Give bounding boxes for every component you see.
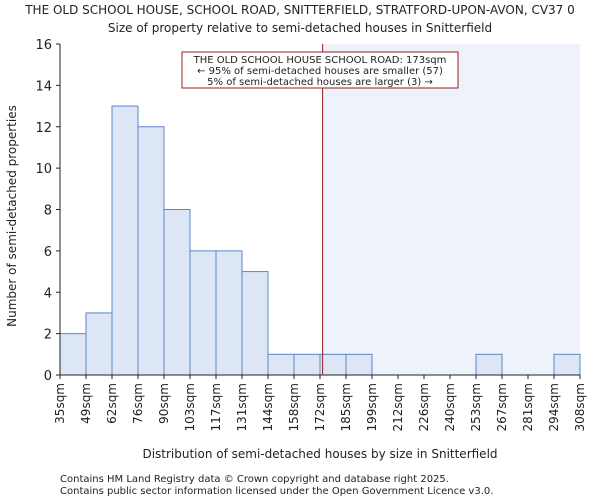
histogram-bar xyxy=(345,353,373,376)
footer-line-1: Contains HM Land Registry data © Crown c… xyxy=(60,474,449,485)
histogram-bar xyxy=(241,271,269,376)
x-tick-label: 226sqm xyxy=(417,383,431,431)
x-tick-label: 253sqm xyxy=(469,383,483,431)
histogram-bar xyxy=(319,353,347,376)
y-tick-label: 8 xyxy=(44,204,52,219)
x-tick-label: 308sqm xyxy=(573,383,587,431)
histogram-bar xyxy=(215,250,243,376)
y-axis-label: Number of semi-detached properties xyxy=(5,105,19,327)
histogram-bar xyxy=(59,333,87,376)
histogram-bar xyxy=(111,105,139,376)
histogram-bar xyxy=(85,312,113,376)
histogram-bar xyxy=(267,353,295,376)
y-tick-label: 16 xyxy=(35,38,52,53)
x-tick-label: 185sqm xyxy=(339,383,353,431)
chart-title: THE OLD SCHOOL HOUSE, SCHOOL ROAD, SNITT… xyxy=(24,3,575,17)
x-tick-label: 212sqm xyxy=(391,383,405,431)
x-axis-label: Distribution of semi-detached houses by … xyxy=(142,447,497,461)
x-tick-label: 35sqm xyxy=(53,383,67,424)
x-tick-label: 144sqm xyxy=(261,383,275,431)
chart-subtitle: Size of property relative to semi-detach… xyxy=(108,21,492,35)
histogram-bar xyxy=(137,126,165,376)
x-tick-label: 158sqm xyxy=(287,383,301,431)
y-tick-label: 4 xyxy=(44,286,52,301)
y-tick-label: 2 xyxy=(44,328,52,343)
annotation-line-3: 5% of semi-detached houses are larger (3… xyxy=(207,77,433,88)
histogram-bar xyxy=(553,353,581,376)
annotation-line-2: ← 95% of semi-detached houses are smalle… xyxy=(197,66,443,77)
x-tick-label: 131sqm xyxy=(235,383,249,431)
x-tick-label: 281sqm xyxy=(521,383,535,431)
y-tick-label: 10 xyxy=(35,162,52,177)
y-tick-label: 14 xyxy=(35,79,52,94)
x-tick-label: 240sqm xyxy=(443,383,457,431)
annotation-frame xyxy=(181,51,459,89)
x-tick-label: 172sqm xyxy=(313,383,327,431)
x-tick-label: 103sqm xyxy=(183,383,197,431)
x-tick-label: 117sqm xyxy=(209,383,223,431)
x-tick-label: 76sqm xyxy=(131,383,145,424)
histogram-bar xyxy=(293,353,321,376)
histogram-bar xyxy=(163,209,191,376)
x-tick-label: 62sqm xyxy=(105,383,119,424)
y-tick-label: 0 xyxy=(44,369,52,384)
histogram-bar xyxy=(475,353,503,376)
x-tick-label: 199sqm xyxy=(365,383,379,431)
x-tick-label: 267sqm xyxy=(495,383,509,431)
x-tick-label: 294sqm xyxy=(547,383,561,431)
x-tick-label: 90sqm xyxy=(157,383,171,424)
x-tick-label: 49sqm xyxy=(79,383,93,424)
annotation-box: THE OLD SCHOOL HOUSE SCHOOL ROAD: 173sqm… xyxy=(181,51,459,89)
larger-region-shading xyxy=(322,44,580,375)
footer-line-2: Contains public sector information licen… xyxy=(60,486,493,497)
y-tick-label: 6 xyxy=(44,245,52,260)
y-tick-label: 12 xyxy=(35,121,52,136)
histogram-bar xyxy=(189,250,217,376)
annotation-line-1: THE OLD SCHOOL HOUSE SCHOOL ROAD: 173sqm xyxy=(193,55,447,66)
